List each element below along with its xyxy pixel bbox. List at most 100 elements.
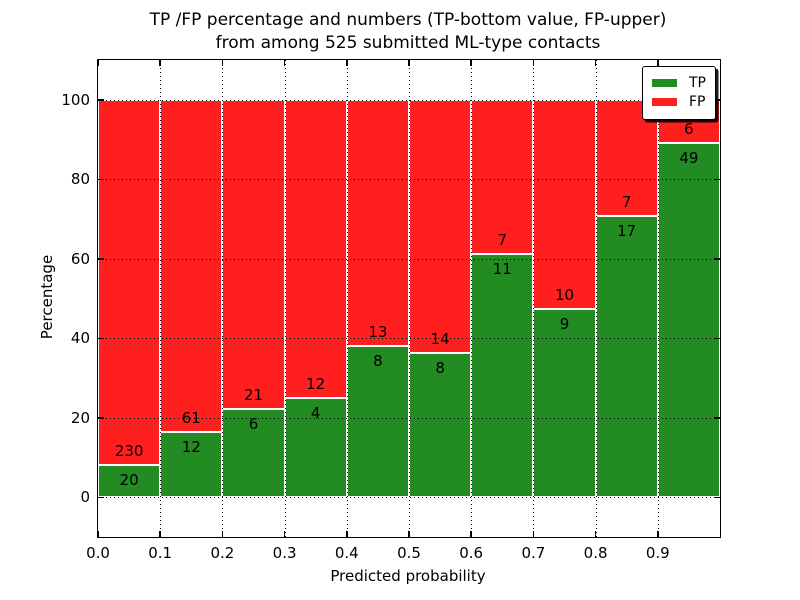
x-tick-bottom	[221, 531, 224, 537]
chart-title-line1: TP /FP percentage and numbers (TP-bottom…	[149, 10, 667, 30]
legend-entry-fp: FP	[652, 94, 706, 110]
y-tick-left	[98, 178, 104, 180]
tp-bar-segment	[533, 308, 596, 498]
x-tick-bottom	[346, 531, 348, 537]
x-tick-label: 0.7	[521, 544, 546, 562]
tp-count-label: 6	[248, 414, 259, 433]
x-tick-label: 0.8	[583, 544, 608, 562]
y-tick-left	[98, 337, 104, 339]
y-tick-label: 60	[70, 249, 90, 268]
x-tick-bottom	[532, 531, 535, 537]
fp-count-label: 61	[181, 408, 201, 427]
tp-count-label: 8	[435, 358, 445, 377]
fp-count-label: 21	[243, 385, 264, 404]
x-tick-bottom	[657, 531, 659, 537]
x-tick-label: 0.5	[397, 544, 421, 562]
x-gridline	[657, 60, 659, 537]
x-tick-top	[97, 60, 99, 66]
fp-bar-segment	[98, 99, 161, 466]
tp-count-label: 20	[119, 471, 139, 490]
x-gridline	[409, 60, 410, 537]
x-gridline	[346, 60, 348, 537]
y-tick-left	[98, 496, 104, 498]
plot-area: 230 20 61 12 21 6 12 4 13 8 14 8 7 11 10 9 7 17 6 49 0 20 40 6…	[61, 59, 721, 562]
x-tick-label: 0.0	[86, 544, 110, 562]
tp-count-label: 8	[373, 351, 383, 370]
x-tick-label: 0.9	[645, 544, 670, 562]
y-tick-right	[714, 337, 720, 339]
x-tick-label: 0.1	[148, 544, 173, 562]
x-tick-bottom	[159, 531, 161, 537]
fp-count-label: 12	[306, 374, 326, 393]
fp-count-label: 13	[368, 322, 388, 341]
chart-title: TP /FP percentage and numbers (TP-bottom…	[97, 9, 719, 55]
y-tick-left	[98, 99, 104, 101]
x-tick-bottom	[408, 531, 410, 537]
tp-bar-segment	[595, 215, 658, 498]
x-tick-top	[657, 60, 659, 66]
x-tick-top	[594, 60, 597, 66]
x-tick-bottom	[594, 531, 597, 537]
y-tick-right	[714, 99, 720, 101]
fp-count-label: 6	[684, 120, 694, 139]
x-tick-top	[532, 60, 535, 66]
x-tick-label: 0.6	[459, 544, 484, 562]
tp-count-label: 12	[181, 437, 201, 456]
fp-bar-segment	[471, 99, 534, 255]
y-tick-label: 100	[61, 90, 90, 109]
tp-bar-segment	[471, 254, 534, 498]
y-tick-left	[98, 258, 104, 260]
x-tick-label: 0.3	[272, 544, 297, 562]
tp-count-label: 49	[679, 149, 699, 168]
x-gridline	[284, 60, 286, 537]
fp-bar-segment	[409, 99, 472, 353]
x-tick-top	[408, 60, 410, 66]
fp-count-label: 230	[114, 442, 144, 461]
x-tick-label: 0.4	[334, 544, 359, 562]
legend-label-fp: FP	[689, 94, 706, 110]
y-tick-label: 20	[70, 408, 90, 427]
x-axis-label: Predicted probability	[330, 567, 486, 585]
y-tick-right	[714, 178, 720, 180]
fp-bar-segment	[346, 99, 409, 346]
x-tick-top	[159, 60, 161, 66]
y-tick-right	[714, 417, 720, 419]
y-tick-label: 40	[70, 329, 90, 348]
x-tick-top	[283, 60, 286, 66]
y-tick-label: 80	[70, 170, 90, 189]
tp-bar-segment	[409, 352, 472, 498]
x-tick-bottom	[283, 531, 286, 537]
legend: TP FP	[642, 66, 716, 120]
x-tick-top	[470, 60, 472, 66]
y-tick-right	[714, 496, 720, 498]
legend-label-tp: TP	[689, 75, 706, 91]
x-gridline	[222, 60, 224, 537]
x-tick-label: 0.2	[210, 544, 235, 562]
legend-swatch-tp	[652, 79, 677, 87]
fp-bar-segment	[222, 99, 285, 409]
x-tick-top	[346, 60, 348, 66]
fp-count-label: 7	[497, 231, 508, 250]
x-tick-bottom	[97, 531, 99, 537]
x-gridline	[595, 60, 597, 537]
tp-count-label: 11	[492, 260, 512, 279]
x-tick-bottom	[470, 531, 472, 537]
fp-bar-segment	[284, 99, 347, 398]
x-gridline	[533, 60, 535, 537]
y-tick-right	[714, 258, 720, 260]
x-gridline	[160, 60, 162, 537]
y-tick-left	[98, 417, 104, 419]
legend-entry-tp: TP	[652, 75, 706, 91]
tp-count-label: 17	[617, 221, 637, 240]
tp-count-label: 4	[310, 403, 321, 422]
legend-swatch-fp	[652, 98, 677, 106]
tp-bar-segment	[657, 143, 720, 498]
chart-title-line2: from among 525 submitted ML-type contact…	[215, 33, 601, 53]
x-gridline	[471, 60, 473, 537]
tp-bar-segment	[98, 465, 161, 498]
tp-count-label: 9	[559, 314, 570, 333]
fp-count-label: 10	[554, 285, 575, 304]
fp-bar-segment	[533, 99, 596, 309]
fp-bar-segment	[160, 99, 223, 432]
